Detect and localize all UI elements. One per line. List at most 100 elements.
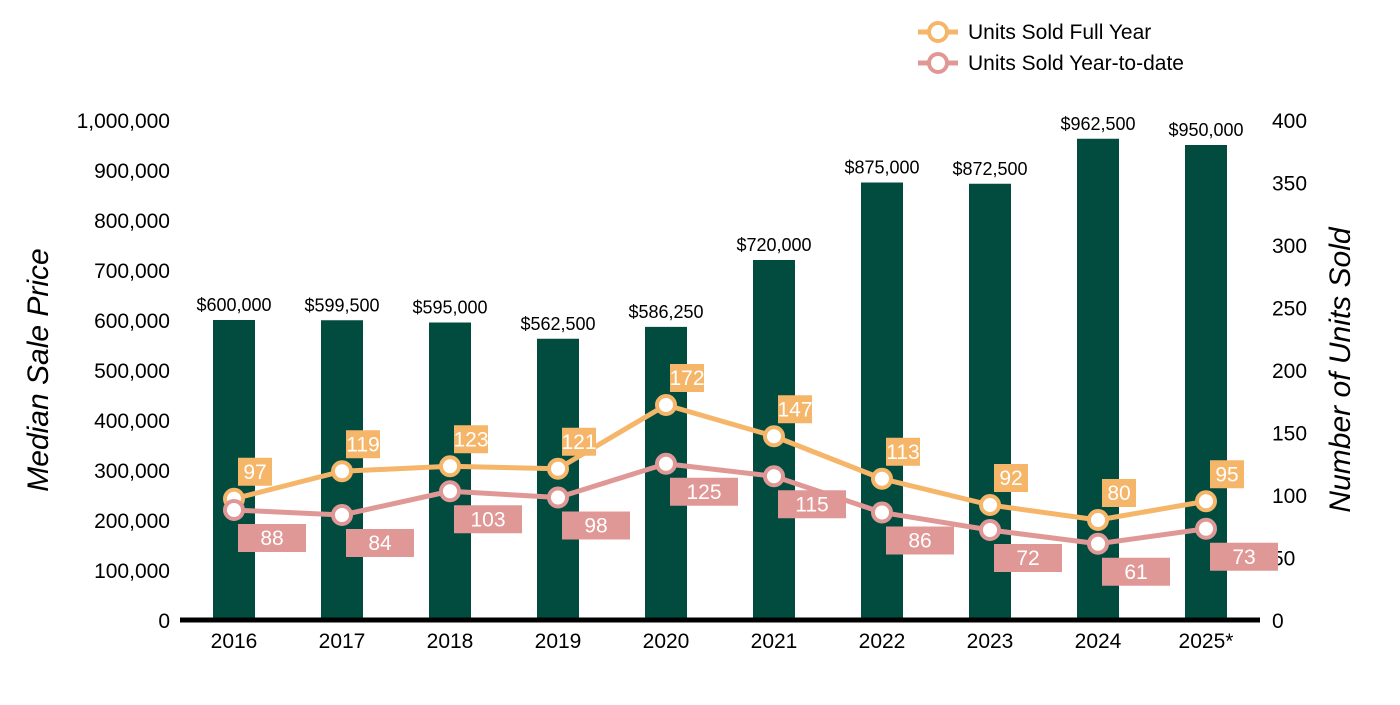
y-tick-label: 1,000,000 xyxy=(77,110,170,133)
series-point xyxy=(1087,532,1109,555)
data-label: 103 xyxy=(470,508,505,531)
data-label: 92 xyxy=(999,467,1022,490)
data-label: 84 xyxy=(368,532,392,555)
y-tick-label: 100,000 xyxy=(94,560,170,583)
x-tick-label: 2019 xyxy=(535,630,582,653)
data-label: 86 xyxy=(908,530,931,553)
data-label: 80 xyxy=(1107,482,1130,505)
series-point xyxy=(655,452,677,475)
data-label-box xyxy=(1102,557,1170,586)
price-bar-label: $962,500 xyxy=(1060,114,1135,134)
data-label-box xyxy=(346,430,380,459)
legend-label: Units Sold Full Year xyxy=(968,21,1151,44)
data-label-box xyxy=(994,544,1062,572)
y2-tick-label: 350 xyxy=(1272,173,1307,196)
price-bar-label: $872,500 xyxy=(952,159,1027,179)
data-label-box xyxy=(562,427,596,456)
legend-swatch-marker xyxy=(927,21,949,43)
y2-tick-label: 300 xyxy=(1272,235,1307,258)
price-bar-label: $599,500 xyxy=(304,295,379,315)
series-point xyxy=(979,494,1001,516)
price-bar-label: $875,000 xyxy=(844,158,919,178)
x-tick-label: 2024 xyxy=(1075,630,1122,653)
x-tick-label: 2020 xyxy=(643,630,690,653)
data-label-box xyxy=(886,437,920,466)
series-point xyxy=(979,519,1001,541)
data-label: 147 xyxy=(777,398,812,421)
y2-tick-label: 0 xyxy=(1272,610,1284,633)
data-label: 115 xyxy=(795,493,828,516)
x-tick-label: 2022 xyxy=(859,630,906,653)
series-point xyxy=(439,480,461,503)
data-label: 119 xyxy=(346,433,379,456)
series-point xyxy=(655,394,677,416)
data-label: 113 xyxy=(886,441,919,464)
data-label-box xyxy=(238,457,272,486)
y-tick-label: 600,000 xyxy=(94,310,170,333)
data-label-box xyxy=(778,490,846,519)
data-label-box xyxy=(346,529,414,557)
data-label: 121 xyxy=(561,431,596,454)
series-line-0 xyxy=(233,402,1207,523)
price-bar-label: $586,250 xyxy=(628,302,703,322)
y2-tick-label: 150 xyxy=(1272,423,1307,446)
data-label-box xyxy=(1210,460,1244,489)
data-label-box xyxy=(238,524,306,552)
series-point xyxy=(871,467,893,490)
data-label-box xyxy=(886,526,954,555)
data-label: 97 xyxy=(243,461,266,484)
series-point xyxy=(223,499,245,521)
y-tick-label: 500,000 xyxy=(94,360,170,383)
data-label-box xyxy=(562,511,630,540)
y2-tick-label: 250 xyxy=(1272,298,1307,321)
x-tick-label: 2016 xyxy=(211,630,258,653)
x-tick-label: 2017 xyxy=(319,630,366,653)
legend-swatch-marker xyxy=(927,52,949,74)
data-label-box xyxy=(778,395,812,424)
series-point xyxy=(763,465,785,488)
series-point xyxy=(547,457,569,480)
series-point xyxy=(547,486,569,509)
y-tick-label: 700,000 xyxy=(94,260,170,283)
y2-tick-label: 400 xyxy=(1272,110,1307,133)
series-point xyxy=(331,460,353,483)
price-bar-label: $562,500 xyxy=(520,314,595,334)
series-point xyxy=(1195,490,1217,513)
data-label: 88 xyxy=(260,527,283,550)
data-label: 95 xyxy=(1215,463,1238,486)
series-line-1 xyxy=(233,461,1207,547)
y-tick-label: 800,000 xyxy=(94,210,170,233)
series-point xyxy=(1195,517,1217,540)
data-label: 125 xyxy=(686,481,721,504)
data-label-box xyxy=(670,364,704,392)
x-tick-label: 2023 xyxy=(967,630,1014,653)
y2-tick-label: 200 xyxy=(1272,360,1307,383)
data-label-box xyxy=(454,425,488,454)
x-tick-label: 2025* xyxy=(1179,630,1234,653)
price-bar-2025* xyxy=(1185,145,1227,620)
data-label-box xyxy=(454,505,522,534)
series-point xyxy=(331,504,353,526)
y-tick-label: 0 xyxy=(158,610,170,633)
y-tick-label: 900,000 xyxy=(94,160,170,183)
series-point xyxy=(439,455,461,478)
series-point xyxy=(871,501,893,524)
x-tick-label: 2021 xyxy=(751,630,798,653)
price-bar-label: $950,000 xyxy=(1168,120,1243,140)
data-label: 172 xyxy=(669,367,704,390)
y2-axis-title: Number of Units Sold xyxy=(1324,226,1357,512)
data-label: 72 xyxy=(1016,547,1039,570)
data-label: 61 xyxy=(1124,561,1147,584)
data-label-box xyxy=(994,464,1028,492)
data-label: 98 xyxy=(584,515,607,538)
y-tick-label: 400,000 xyxy=(94,410,170,433)
y2-tick-label: 100 xyxy=(1272,485,1307,508)
legend-label: Units Sold Year-to-date xyxy=(968,52,1184,75)
data-label-box xyxy=(1102,479,1136,507)
x-tick-label: 2018 xyxy=(427,630,474,653)
data-label: 73 xyxy=(1232,546,1255,569)
data-label-box xyxy=(670,477,738,506)
y-tick-label: 300,000 xyxy=(94,460,170,483)
series-point xyxy=(763,425,785,448)
